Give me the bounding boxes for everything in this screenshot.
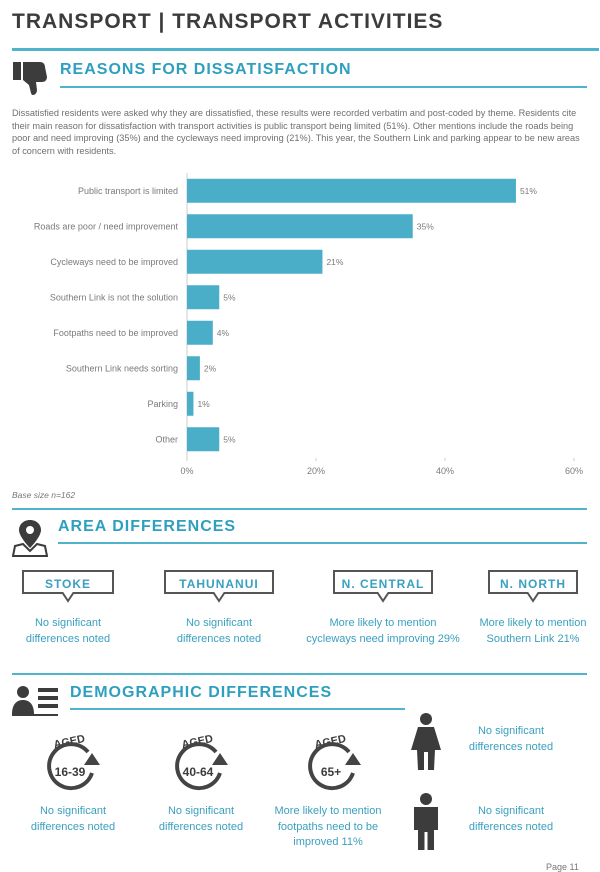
map-pin-icon bbox=[12, 520, 48, 557]
area-ncentral-text: More likely to mention cycleways need im… bbox=[306, 617, 460, 645]
reasons-intro-text: Dissatisfied residents were asked why th… bbox=[12, 108, 580, 156]
chart-bar bbox=[187, 214, 413, 239]
chart-x-tick-label: 60% bbox=[565, 466, 583, 476]
thumbs-down-icon bbox=[13, 62, 47, 95]
chart-x-tick-label: 40% bbox=[436, 466, 454, 476]
area-top-divider bbox=[12, 508, 587, 510]
area-title-divider bbox=[58, 542, 587, 544]
chart-value-label: 1% bbox=[197, 399, 210, 409]
chart-bar bbox=[187, 427, 220, 452]
area-ncentral-box: N. CENTRAL bbox=[333, 570, 433, 594]
base-size-note: Base size n=162 bbox=[12, 490, 76, 500]
chart-category-label: Parking bbox=[147, 399, 178, 409]
svg-text:65+: 65+ bbox=[321, 765, 341, 779]
area-nnorth-text: More likely to mention Southern Link 21% bbox=[479, 617, 587, 645]
chart-value-label: 5% bbox=[223, 434, 236, 444]
chart-bar bbox=[187, 285, 220, 310]
female-text: No significant differences noted bbox=[468, 725, 554, 753]
chart-x-tick-label: 20% bbox=[307, 466, 325, 476]
area-stoke-box: STOKE bbox=[22, 570, 114, 594]
reasons-bar-chart: Public transport is limited 51% Roads are … bbox=[34, 173, 583, 476]
chart-bar bbox=[187, 249, 323, 274]
reasons-section-title: REASONS FOR DISSATISFACTION bbox=[60, 61, 352, 78]
demo-top-divider bbox=[12, 673, 587, 675]
age-16-39-badge: AGED 16-39 bbox=[47, 735, 100, 791]
chart-category-label: Other bbox=[155, 434, 178, 444]
chart-value-label: 2% bbox=[204, 363, 217, 373]
female-icon bbox=[411, 713, 441, 770]
chart-value-label: 4% bbox=[217, 328, 230, 338]
chart-value-label: 21% bbox=[326, 257, 343, 267]
male-icon bbox=[414, 793, 438, 850]
age-65-plus-badge: AGED 65+ bbox=[308, 735, 361, 791]
area-tahunanui-box: TAHUNANUI bbox=[164, 570, 274, 594]
area-section-title: AREA DIFFERENCES bbox=[58, 518, 237, 535]
area-box-pointers bbox=[61, 592, 540, 603]
page-title: TRANSPORT | TRANSPORT ACTIVITIES bbox=[12, 10, 444, 33]
chart-category-label: Roads are poor / need improvement bbox=[34, 221, 179, 231]
chart-category-label: Southern Link is not the solution bbox=[50, 292, 178, 302]
chart-category-label: Public transport is limited bbox=[78, 186, 178, 196]
demo-section-title: DEMOGRAPHIC DIFFERENCES bbox=[70, 684, 333, 701]
area-stoke-text: No significant differences noted bbox=[25, 617, 111, 645]
chart-value-label: 5% bbox=[223, 292, 236, 302]
chart-value-label: 35% bbox=[417, 221, 434, 231]
svg-text:16-39: 16-39 bbox=[55, 765, 86, 779]
chart-bar bbox=[187, 178, 516, 203]
reasons-divider bbox=[60, 86, 587, 88]
area-nnorth-box: N. NORTH bbox=[488, 570, 578, 594]
age-16-39-text: No significant differences noted bbox=[30, 805, 116, 833]
age-40-64-badge: AGED 40-64 bbox=[175, 735, 228, 791]
demographic-id-card-icon bbox=[12, 686, 58, 716]
demo-title-divider bbox=[70, 708, 405, 710]
chart-bar bbox=[187, 391, 194, 416]
chart-category-label: Southern Link needs sorting bbox=[66, 363, 178, 373]
chart-category-label: Cycleways need to be improved bbox=[50, 257, 178, 267]
header-divider bbox=[12, 48, 599, 51]
age-40-64-text: No significant differences noted bbox=[158, 805, 244, 833]
chart-x-tick-label: 0% bbox=[180, 466, 193, 476]
page-number: Page 11 bbox=[546, 862, 579, 872]
chart-value-label: 51% bbox=[520, 186, 537, 196]
chart-category-label: Footpaths need to be improved bbox=[53, 328, 178, 338]
area-tahunanui-text: No significant differences noted bbox=[176, 617, 262, 645]
male-text: No significant differences noted bbox=[468, 805, 554, 833]
chart-bar bbox=[187, 320, 213, 345]
chart-bar bbox=[187, 356, 200, 381]
age-65-plus-text: More likely to mention footpaths need to… bbox=[274, 805, 382, 848]
svg-text:40-64: 40-64 bbox=[183, 765, 214, 779]
